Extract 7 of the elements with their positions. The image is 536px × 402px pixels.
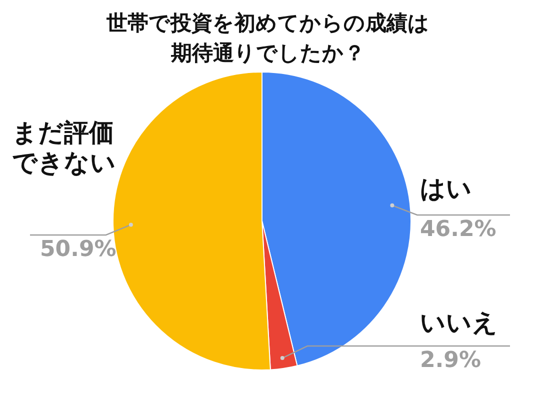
chart-title: 世帯で投資を初めてからの成績は期待通りでしたか？ [106, 10, 430, 67]
slice-label: いいえ [420, 308, 498, 338]
data-label: 50.9% [40, 237, 116, 262]
data-label: 2.9% [420, 348, 482, 373]
data-label: 46.2% [420, 217, 496, 242]
slice-label: まだ評価できない [12, 118, 117, 178]
slice-label: はい [420, 174, 472, 204]
